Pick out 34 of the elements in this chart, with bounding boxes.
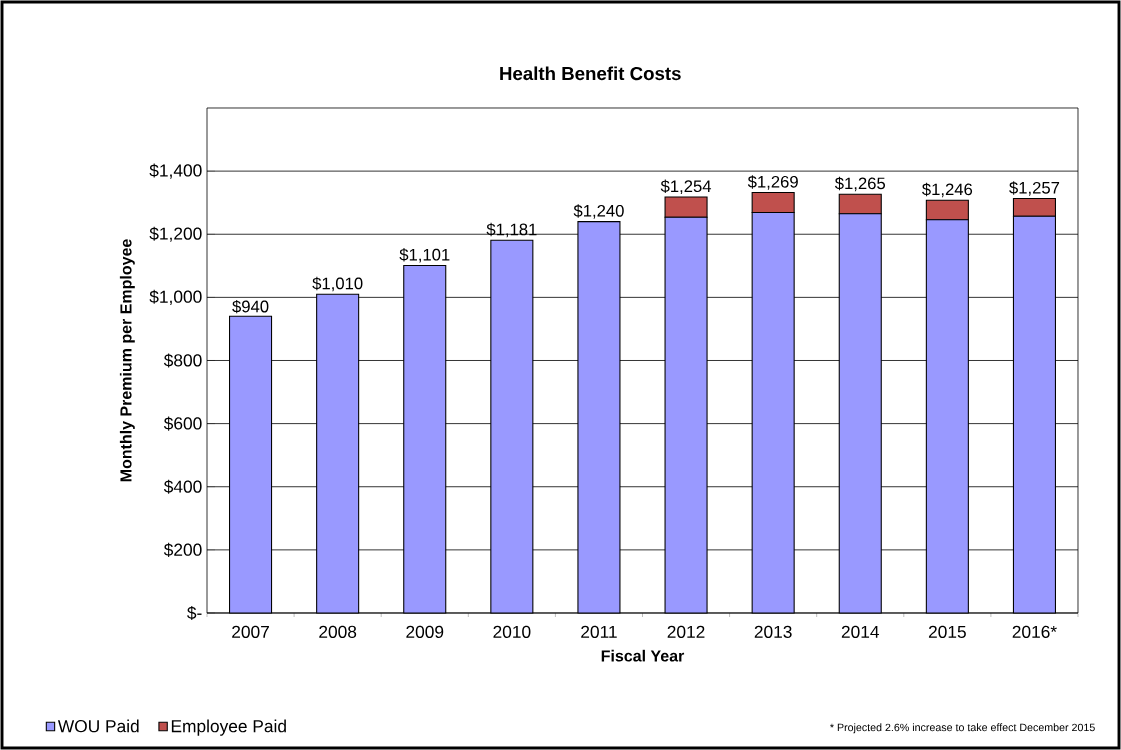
y-tick-label: $1,000: [149, 289, 202, 305]
x-tick-label: 2009: [406, 625, 444, 638]
y-tick-label: $1,400: [149, 163, 202, 179]
x-tick-label: 2007: [232, 625, 269, 638]
data-label: $1,254: [660, 179, 712, 195]
data-label: $1,010: [312, 276, 363, 292]
y-tick-label: $400: [163, 479, 202, 494]
data-label: $1,181: [486, 222, 537, 238]
y-tick-label: $600: [163, 416, 202, 431]
x-tick-label: 2013: [754, 625, 792, 638]
text: * Projected 2.6% increase to take effect December 2015: [830, 723, 1095, 734]
data-label: $1,257: [1009, 181, 1060, 196]
x-tick-label: 2016*: [1012, 625, 1057, 638]
legend-label: WOU Paid: [57, 719, 139, 733]
data-label: $1,269: [747, 175, 798, 190]
y-tick-label: $-: [187, 605, 202, 621]
chart-title: Health Benefit Costs: [500, 66, 681, 81]
x-tick-label: 2014: [841, 625, 880, 638]
x-axis-title: Fiscal Year: [601, 649, 685, 662]
legend-label: Employee Paid: [171, 719, 286, 736]
data-label: $1,265: [834, 176, 886, 192]
x-tick-label: 2008: [319, 625, 357, 638]
y-tick-label: $1,200: [149, 226, 202, 242]
x-tick-label: 2011: [581, 625, 617, 638]
y-axis-title: Monthly Premium per Employee: [119, 239, 135, 482]
data-label: $940: [232, 299, 269, 314]
data-label: $1,240: [573, 204, 624, 219]
data-label: $1,101: [399, 248, 450, 263]
x-tick-label: 2015: [928, 625, 966, 638]
y-tick-label: $200: [163, 542, 202, 557]
x-tick-label: 2012: [667, 625, 705, 638]
x-tick-label: 2010: [493, 625, 531, 638]
y-tick-label: $800: [163, 353, 202, 368]
data-label: $1,246: [922, 182, 973, 198]
